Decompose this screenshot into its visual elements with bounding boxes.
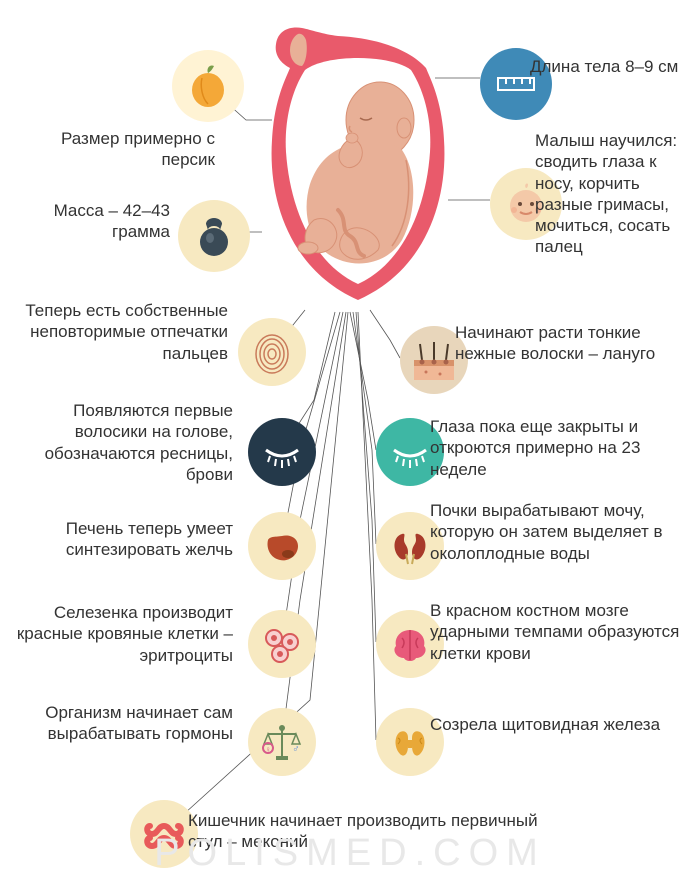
womb-illustration (260, 20, 455, 315)
peach-text: Размер примерно с персик (20, 128, 215, 171)
eye-open-icon (248, 418, 316, 486)
eye-closed-text: Глаза пока еще закрыты и откроются приме… (430, 416, 685, 480)
ruler-text: Длина тела 8–9 см (530, 56, 690, 77)
thyroid-text: Созрела щитовидная железа (430, 714, 685, 735)
weight-icon (178, 200, 250, 272)
fingerprint-text: Теперь есть собственные неповторимые отп… (8, 300, 228, 364)
liver-text: Печень теперь умеет синтезировать желчь (8, 518, 233, 561)
kidneys-text: Почки вырабатывают мочу, которую он зате… (430, 500, 685, 564)
svg-text:♂: ♂ (292, 744, 300, 755)
lanugo-text: Начинают расти тонкие нежные волоски – л… (455, 322, 680, 365)
baby-face-text: Малыш научился: сводить глаза к носу, ко… (535, 130, 695, 258)
blood-cells-icon (248, 610, 316, 678)
liver-icon (248, 512, 316, 580)
peach-icon (172, 50, 244, 122)
blood-cells-text: Селезенка производит красные кровяные кл… (8, 602, 233, 666)
fingerprint-icon (238, 318, 306, 386)
weight-text: Масса – 42–43 грамма (20, 200, 170, 243)
watermark: POLISMED.COM (154, 832, 546, 875)
svg-text:♀: ♀ (265, 745, 271, 754)
infographic-canvas: { "canvas": { "width": 700, "height": 89… (0, 0, 700, 895)
brain-text: В красном костном мозге ударными темпами… (430, 600, 685, 664)
eye-open-text: Появляются первые волосики на голове, об… (8, 400, 233, 485)
hormones-text: Организм начинает сам вырабатывать гормо… (8, 702, 233, 745)
hormones-icon: ♀♂ (248, 708, 316, 776)
